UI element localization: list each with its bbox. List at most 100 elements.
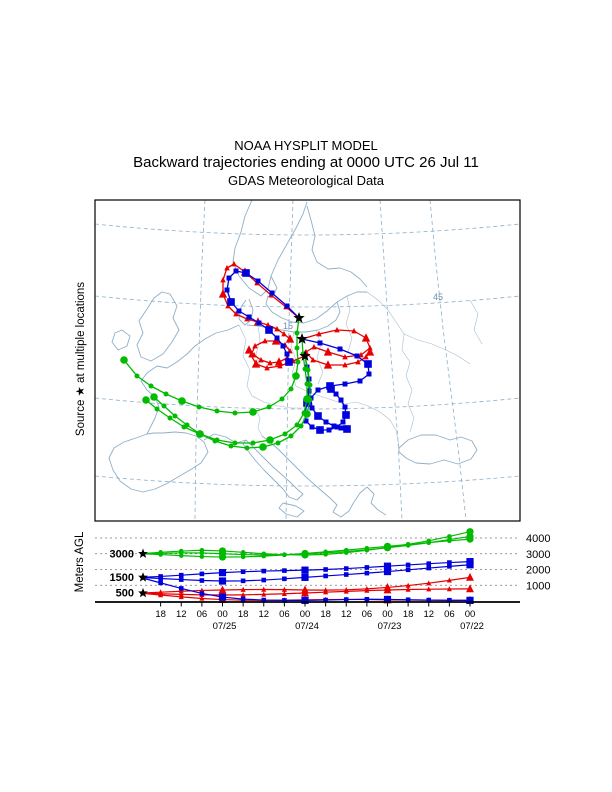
coastline	[261, 435, 368, 518]
trajectory-circle-marker	[447, 534, 452, 539]
time-tick-label: 00	[382, 609, 393, 620]
trajectory-square-marker	[178, 577, 184, 582]
trajectory-square-marker	[242, 269, 250, 277]
trajectory-square-marker	[343, 566, 349, 571]
coastline	[366, 486, 387, 516]
trajectory-square-marker	[158, 580, 163, 586]
trajectory-circle-marker	[447, 538, 452, 544]
altitude-axis-label: 3000	[526, 549, 550, 561]
altitude-profile-traj-1500m-src3	[139, 576, 474, 604]
trajectory-square-marker	[466, 596, 474, 604]
trajectory-triangle-marker	[240, 586, 246, 592]
trajectory-square-marker	[282, 568, 287, 573]
time-tick-label: 18	[403, 609, 414, 620]
trajectory-circle-marker	[298, 423, 304, 429]
trajectory-triangle-marker	[262, 337, 268, 344]
graticule-line	[95, 295, 520, 308]
trajectory-square-marker	[233, 268, 239, 274]
trajectory-circle-marker	[305, 367, 311, 373]
trajectory-triangle-marker	[281, 330, 287, 337]
trajectory-circle-marker	[172, 413, 178, 419]
graticule-line	[194, 200, 206, 521]
trajectory-square-marker	[158, 576, 163, 581]
trajectory-triangle-marker	[355, 358, 361, 365]
trajectory-triangle-marker	[285, 334, 295, 343]
model-title: NOAA HYSPLIT MODEL	[234, 138, 378, 153]
trajectory-square-marker	[261, 597, 267, 603]
trajectory-triangle-marker	[218, 585, 227, 594]
trajectory-triangle-marker	[342, 353, 348, 360]
trajectory-square-marker	[354, 353, 360, 359]
trajectory-square-marker	[364, 565, 370, 570]
altitude-profile-traj-3000m-src3	[139, 535, 474, 561]
time-tick-label: 06	[279, 609, 290, 620]
trajectory-square-marker	[255, 278, 261, 284]
trajectory-triangle-marker	[178, 588, 184, 594]
trajectory-triangle-marker	[240, 591, 246, 598]
trajectory-circle-marker	[178, 553, 184, 558]
trajectory-square-marker	[317, 340, 323, 346]
time-tick-label: 00	[465, 609, 476, 620]
coastline	[281, 291, 367, 324]
trajectory-circle-marker	[466, 528, 474, 536]
country-border	[238, 324, 253, 397]
coastline	[108, 431, 209, 493]
country-border	[251, 395, 304, 409]
graticule-line	[95, 397, 520, 410]
country-border	[469, 299, 483, 345]
trajectory-circle-marker	[288, 433, 294, 439]
trajectory-square-marker	[405, 562, 411, 568]
country-border	[345, 295, 353, 353]
trajectory-circle-marker	[161, 403, 167, 409]
trajectory-square-marker	[338, 397, 344, 403]
trajectory-circle-marker	[323, 549, 328, 555]
trajectory-circle-marker	[250, 440, 256, 446]
trajectory-square-marker	[282, 598, 287, 603]
time-tick-label: 12	[258, 609, 269, 620]
coastline	[111, 329, 131, 351]
trajectory-square-marker	[301, 566, 309, 574]
coastline	[203, 433, 247, 444]
altitude-axis-label: 4000	[526, 533, 550, 545]
source-star	[299, 350, 311, 361]
trajectory-square-marker	[366, 371, 372, 377]
trajectory-circle-marker	[295, 359, 301, 365]
trajectory-triangle-marker	[267, 359, 273, 366]
trajectory-circle-marker	[249, 408, 257, 416]
trajectory-circle-marker	[184, 422, 190, 428]
trajectory-triangle-marker	[277, 362, 283, 369]
graticule-label: 45	[433, 292, 443, 302]
date-label: 07/22	[460, 621, 484, 632]
trajectory-circle-marker	[240, 554, 246, 560]
trajectory-square-marker	[269, 290, 275, 296]
time-tick-label: 00	[300, 609, 311, 620]
coastline	[398, 434, 478, 465]
trajectory-circle-marker	[307, 397, 313, 403]
trajectory-circle-marker	[228, 443, 234, 449]
country-border	[315, 329, 324, 385]
trajectory-circle-marker	[134, 373, 140, 379]
graticule-label: 15	[283, 321, 293, 331]
trajectory-square-marker	[265, 326, 273, 334]
trajectory-triangle-marker	[365, 347, 375, 356]
map-trajectory-traj-3000m-src1	[120, 317, 301, 416]
country-border	[295, 385, 400, 447]
trajectory-square-marker	[327, 385, 335, 393]
trajectory-square-marker	[315, 387, 321, 393]
coastline	[238, 298, 254, 326]
trajectory-triangle-marker	[281, 586, 287, 592]
date-label: 07/24	[295, 621, 319, 632]
graticule-line	[95, 223, 520, 236]
time-tick-label: 18	[155, 609, 166, 620]
trajectory-square-marker	[342, 411, 350, 419]
trajectory-triangle-marker	[251, 351, 257, 358]
trajectory-square-marker	[301, 573, 309, 581]
trajectory-triangle-marker	[252, 342, 258, 349]
trajectory-square-marker	[340, 419, 346, 425]
trajectory-square-marker	[447, 564, 452, 569]
trajectory-circle-marker	[196, 430, 204, 438]
trajectory-circle-marker	[178, 397, 186, 405]
trajectory-square-marker	[274, 335, 280, 341]
